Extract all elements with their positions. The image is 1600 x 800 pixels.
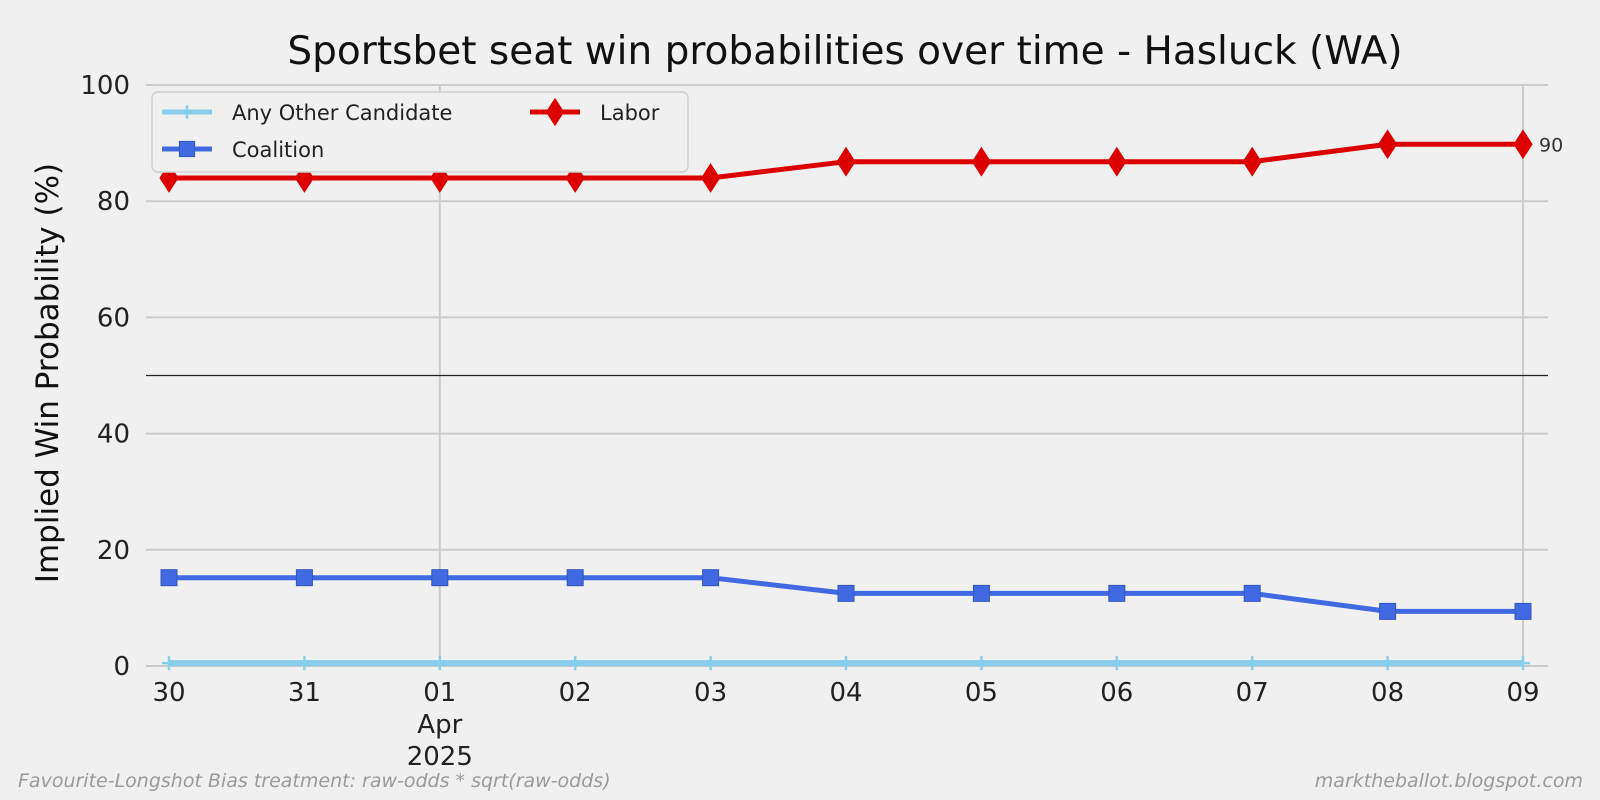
coalition-point — [1514, 602, 1532, 620]
x-tick-label: 01 — [423, 678, 456, 708]
x-tick-label: 07 — [1236, 678, 1269, 708]
legend-label: Labor — [600, 101, 660, 125]
any-other-candidate-point — [1245, 656, 1260, 671]
legend-item-labor: Labor — [530, 97, 660, 127]
any-other-candidate-point — [839, 656, 853, 671]
labor-point — [836, 146, 856, 177]
y-tick-label: 0 — [113, 652, 130, 682]
labor-point — [701, 163, 721, 193]
x-tick-label: 04 — [829, 678, 862, 708]
labor-point — [971, 146, 991, 177]
chart-title: Sportsbet seat win probabilities over ti… — [287, 29, 1402, 74]
x-tick-sublabel: Apr — [417, 710, 462, 740]
any-other-candidate-point — [703, 656, 718, 671]
labor-end-label: 90 — [1539, 134, 1563, 156]
y-axis-label: Implied Win Probability (%) — [30, 163, 66, 583]
legend-item-any-other-candidate: Any Other Candidate — [162, 101, 452, 125]
x-tick-label: 31 — [288, 678, 321, 708]
labor-point — [1242, 146, 1262, 177]
legend-swatch-marker — [545, 97, 565, 127]
coalition-point — [295, 569, 313, 587]
coalition-point — [1243, 584, 1261, 602]
footer-note: Favourite-Longshot Bias treatment: raw-o… — [18, 770, 611, 792]
labor-point — [1107, 146, 1127, 177]
any-other-candidate-point — [1380, 656, 1395, 671]
legend-item-coalition: Coalition — [162, 138, 324, 162]
coalition-point — [702, 569, 720, 587]
any-other-candidate-point — [432, 656, 447, 671]
series-any-other-candidate — [162, 656, 1530, 671]
legend-label: Any Other Candidate — [232, 101, 452, 125]
legend: Any Other Candidate Coalition Labor — [151, 91, 689, 173]
coalition-point — [1379, 602, 1397, 620]
x-tick-label: 06 — [1100, 678, 1133, 708]
y-tick-label: 20 — [97, 536, 130, 566]
y-tick-label: 40 — [97, 420, 130, 450]
legend-swatch-marker — [178, 140, 196, 158]
x-tick-label: 02 — [559, 678, 592, 708]
coalition-point — [431, 569, 449, 587]
footer-source: marktheballot.blogspot.com — [1315, 770, 1583, 792]
x-tick-label: 08 — [1371, 678, 1404, 708]
y-tick-label: 100 — [80, 71, 130, 101]
labor-point — [1378, 129, 1398, 160]
y-axis-ticks: 0 20 40 60 80 100 — [80, 71, 130, 682]
series-coalition — [160, 569, 1532, 620]
x-tick-label: 05 — [965, 678, 998, 708]
any-other-candidate-point — [297, 656, 312, 671]
any-other-candidate-point — [974, 656, 989, 671]
labor-point — [1513, 129, 1533, 160]
x-tick-label: 09 — [1506, 678, 1539, 708]
x-tick-label: 03 — [694, 678, 727, 708]
any-other-candidate-point — [1516, 656, 1530, 671]
any-other-candidate-point — [568, 656, 583, 671]
coalition-point — [1108, 584, 1126, 602]
any-other-candidate-point — [162, 656, 176, 671]
coalition-point — [566, 569, 584, 587]
y-tick-label: 60 — [97, 303, 130, 333]
x-tick-label: 30 — [152, 678, 185, 708]
legend-label: Coalition — [232, 138, 324, 162]
legend-swatch-marker — [180, 105, 194, 119]
y-tick-label: 80 — [97, 187, 130, 217]
any-other-candidate-point — [1109, 656, 1124, 671]
coalition-point — [837, 584, 855, 602]
coalition-point — [972, 584, 990, 602]
coalition-point — [160, 569, 178, 587]
series-labor: 90 — [159, 129, 1563, 193]
series-group: 90 — [159, 129, 1563, 671]
x-tick-sublabel: 2025 — [407, 742, 473, 772]
